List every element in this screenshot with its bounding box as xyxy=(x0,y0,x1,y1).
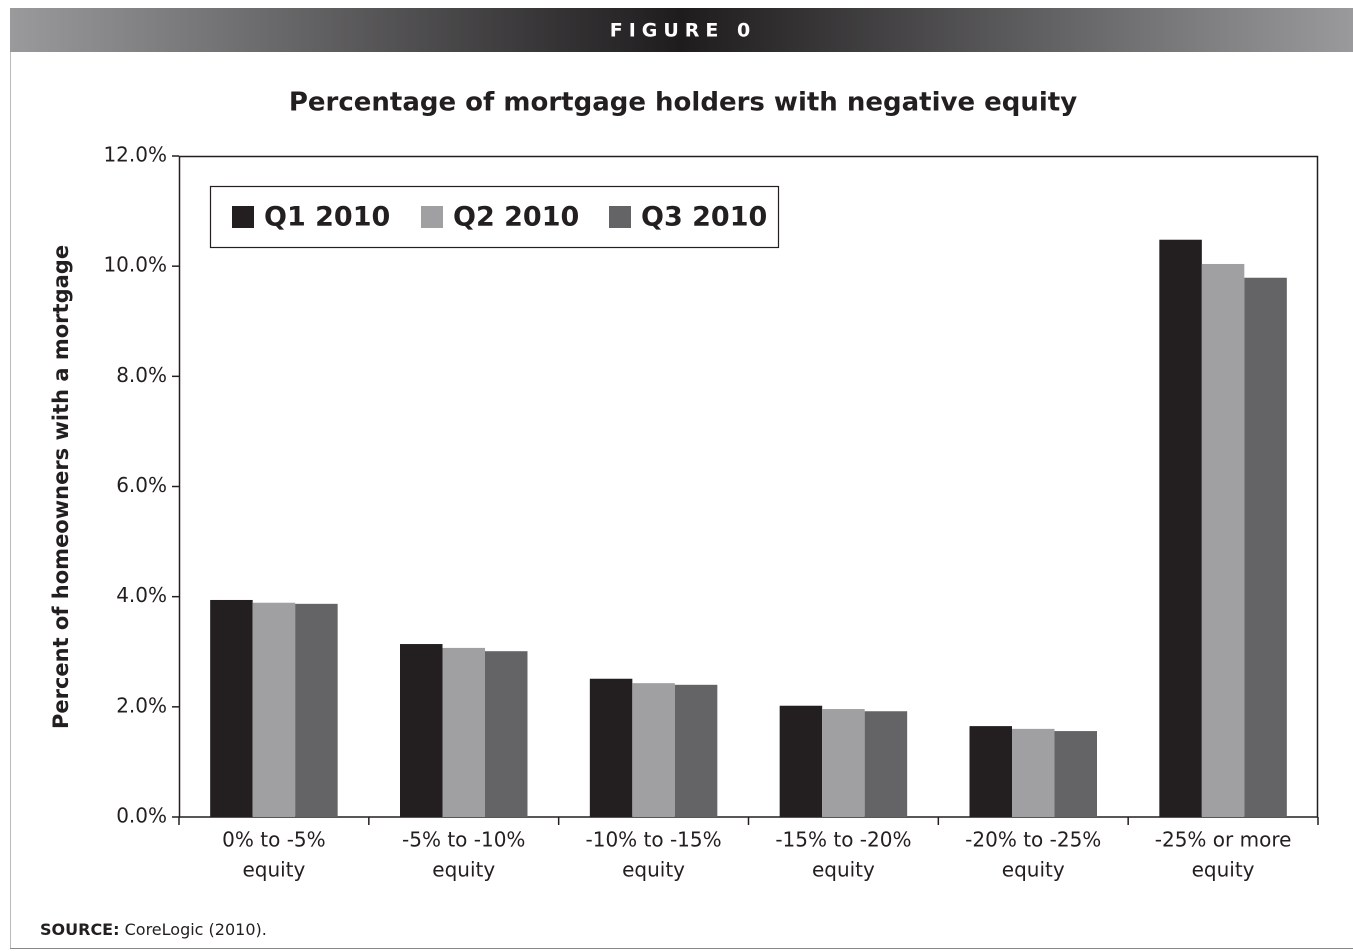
y-tick-label: 6.0% xyxy=(116,473,167,497)
y-tick-label: 8.0% xyxy=(116,363,167,387)
bar xyxy=(252,602,296,817)
y-axis-label: Percent of homeowners with a mortgage xyxy=(49,245,73,729)
x-tick-label: equity xyxy=(1192,858,1255,882)
bar xyxy=(779,705,823,817)
x-tick-label: equity xyxy=(432,858,495,882)
bar xyxy=(400,644,443,817)
bar xyxy=(589,678,633,817)
y-tick-label: 12.0% xyxy=(103,143,167,167)
bar xyxy=(864,711,908,817)
y-tick-label: 10.0% xyxy=(103,253,167,277)
legend-swatch xyxy=(421,206,443,228)
bar xyxy=(1201,263,1245,817)
x-tick-label: 0% to -5% xyxy=(222,828,325,852)
bar xyxy=(295,603,338,817)
legend-label: Q1 2010 xyxy=(264,202,390,233)
x-tick-label: -25% or more xyxy=(1155,828,1292,852)
y-tick-label: 4.0% xyxy=(116,583,167,607)
x-tick-label: equity xyxy=(1002,858,1065,882)
bar xyxy=(210,599,253,817)
bar xyxy=(969,726,1012,817)
legend-label: Q2 2010 xyxy=(453,202,579,233)
bar xyxy=(442,647,485,817)
bar xyxy=(1244,277,1287,818)
bar xyxy=(1054,731,1097,817)
source-text: CoreLogic (2010). xyxy=(125,920,267,939)
legend-swatch xyxy=(232,206,254,228)
x-tick-label: -10% to -15% xyxy=(586,828,722,852)
bar xyxy=(485,651,528,817)
y-tick-label: 2.0% xyxy=(116,693,167,717)
x-tick-label: -20% to -25% xyxy=(965,828,1101,852)
legend-box xyxy=(209,185,780,249)
header-band xyxy=(10,8,1353,52)
x-tick-label: -5% to -10% xyxy=(402,828,525,852)
chart-title: Percentage of mortgage holders with nega… xyxy=(289,88,1077,118)
bar xyxy=(1012,728,1055,817)
bar xyxy=(674,684,718,817)
bar xyxy=(1159,239,1202,817)
source: SOURCE: CoreLogic (2010). xyxy=(40,920,267,939)
x-tick-label: equity xyxy=(622,858,685,882)
header-title: FIGURE 0 xyxy=(610,20,757,42)
y-tick-label: 0.0% xyxy=(116,804,167,828)
source-label: SOURCE: xyxy=(40,920,120,939)
bar xyxy=(822,709,865,817)
bar xyxy=(632,683,675,817)
x-tick-label: equity xyxy=(812,858,875,882)
plot-frame xyxy=(178,155,1319,818)
x-tick-label: -15% to -20% xyxy=(775,828,911,852)
legend-label: Q3 2010 xyxy=(641,202,767,233)
legend-swatch xyxy=(609,206,631,228)
x-tick-label: equity xyxy=(242,858,305,882)
